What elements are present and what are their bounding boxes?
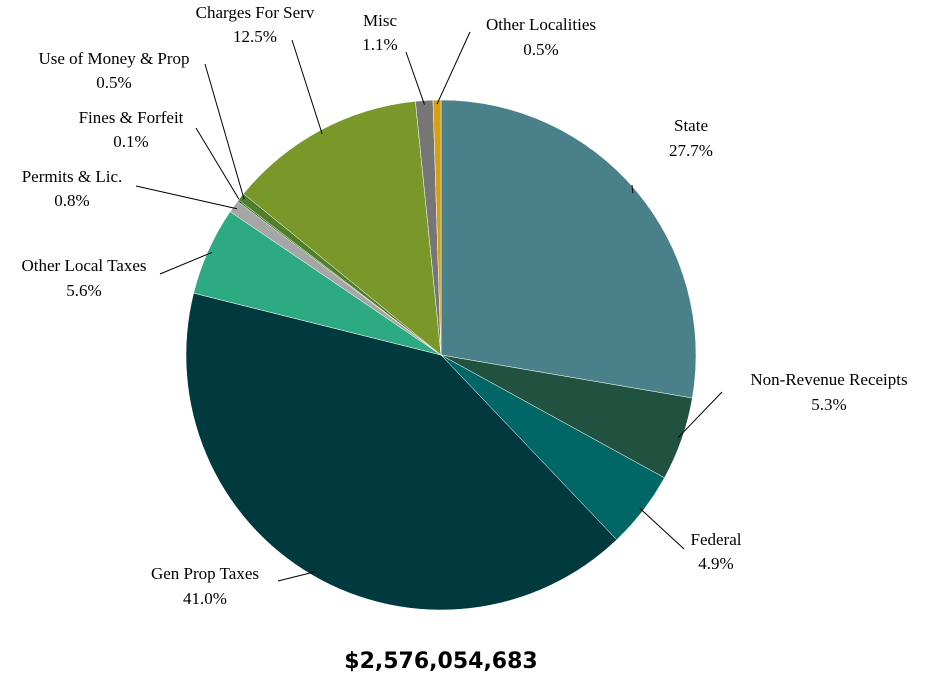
slice-value: 4.9% [698, 554, 733, 573]
leader-line [291, 39, 323, 135]
pie-slice [185, 292, 618, 611]
leader-line [195, 127, 242, 204]
leader-line [639, 507, 685, 550]
slice-label: Use of Money & Prop [38, 49, 189, 68]
slice-value: 5.6% [66, 281, 101, 300]
leader-line [277, 571, 315, 582]
slice-label: Other Localities [486, 15, 596, 34]
slice-label: Charges For Serv [196, 3, 315, 22]
leader-line [631, 184, 634, 194]
slice-label: Fines & Forfeit [79, 108, 184, 127]
pie-slice [440, 99, 697, 399]
slice-label: Other Local Taxes [21, 256, 146, 275]
slice-value: 5.3% [811, 395, 846, 414]
slice-value: 12.5% [233, 27, 277, 46]
leader-line [436, 31, 471, 105]
slice-value: 0.8% [54, 191, 89, 210]
leader-line [405, 51, 425, 105]
slice-label: Non-Revenue Receipts [750, 370, 907, 389]
slice-value: 41.0% [183, 589, 227, 608]
slice-value: 0.5% [523, 40, 558, 59]
leader-line [135, 185, 238, 210]
slice-label: Gen Prop Taxes [151, 564, 259, 583]
slice-label: Misc [363, 11, 397, 30]
pie-slice [432, 99, 442, 356]
pie-slice [243, 101, 442, 356]
slice-value: 0.5% [96, 73, 131, 92]
leader-line [677, 391, 723, 439]
slice-value: 0.1% [113, 132, 148, 151]
leader-line [204, 63, 245, 200]
slice-label: Permits & Lic. [22, 167, 123, 186]
slice-label: Federal [691, 530, 742, 549]
slice-label: State [674, 116, 708, 135]
leader-line [159, 251, 213, 275]
slice-value: 27.7% [669, 141, 713, 160]
total-label: $2,576,054,683 [344, 649, 537, 673]
slice-value: 1.1% [362, 35, 397, 54]
